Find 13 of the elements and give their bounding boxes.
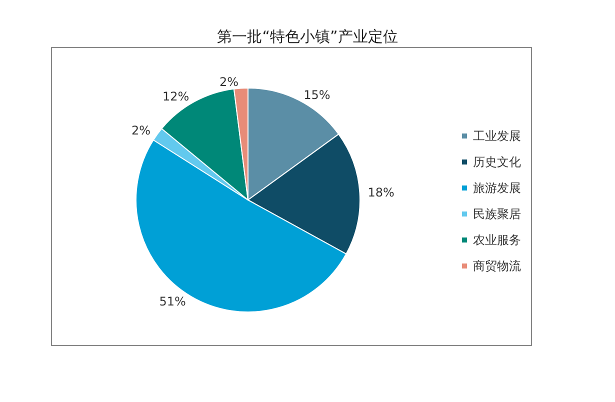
legend-label: 农业服务 [473,233,521,247]
data-label: 18% [368,186,394,200]
legend-label: 工业发展 [473,129,521,143]
data-label: 2% [131,124,151,138]
legend-label: 商贸物流 [473,259,521,273]
legend-label: 旅游发展 [473,181,521,195]
legend-label: 历史文化 [473,155,521,169]
legend-label: 民族聚居 [473,207,521,221]
data-label: 2% [220,75,239,90]
data-label: 51% [159,294,186,309]
chart-title: 第一批“特色小镇”产业定位 [217,28,398,46]
data-label: 12% [162,90,190,104]
data-label: 15% [304,88,330,102]
